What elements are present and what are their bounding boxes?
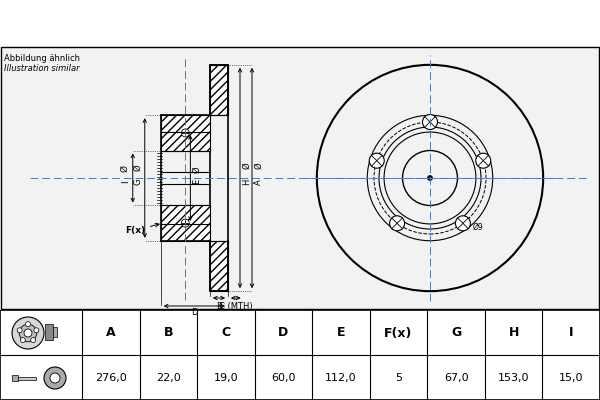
Text: H: H: [242, 179, 251, 185]
Text: 22,0: 22,0: [156, 373, 181, 383]
Bar: [53, 327, 57, 337]
Circle shape: [422, 114, 437, 130]
Text: Abbildung ähnlich: Abbildung ähnlich: [4, 54, 80, 63]
Text: 153,0: 153,0: [498, 373, 529, 383]
Text: 67,0: 67,0: [444, 373, 469, 383]
Text: D: D: [278, 326, 289, 340]
Text: B: B: [216, 302, 222, 311]
Text: Ø: Ø: [193, 167, 202, 173]
Circle shape: [20, 338, 25, 343]
Text: 5: 5: [395, 373, 402, 383]
Text: F(x): F(x): [385, 326, 413, 340]
Circle shape: [427, 176, 433, 180]
Bar: [161, 115, 210, 150]
Circle shape: [50, 373, 60, 383]
Text: A: A: [106, 326, 116, 340]
Text: F(x): F(x): [125, 223, 159, 235]
Text: 276,0: 276,0: [95, 373, 127, 383]
Text: 15,0: 15,0: [559, 373, 583, 383]
Circle shape: [476, 153, 491, 168]
Text: 19,0: 19,0: [214, 373, 238, 383]
Circle shape: [181, 219, 190, 227]
Text: Ø9: Ø9: [472, 223, 483, 232]
Text: 112,0: 112,0: [325, 373, 357, 383]
Circle shape: [24, 329, 32, 337]
Text: Illustration similar: Illustration similar: [4, 64, 80, 73]
Text: G: G: [134, 179, 143, 185]
Circle shape: [455, 216, 470, 231]
Circle shape: [25, 322, 31, 327]
Text: E: E: [193, 178, 202, 184]
Text: E: E: [337, 326, 345, 340]
Circle shape: [44, 367, 66, 389]
Circle shape: [19, 324, 37, 342]
Circle shape: [181, 129, 190, 137]
Circle shape: [369, 153, 384, 168]
Bar: [210, 65, 228, 115]
Text: Ate: Ate: [338, 151, 442, 205]
Bar: [210, 241, 228, 291]
Circle shape: [31, 338, 35, 343]
Bar: [12, 375, 18, 381]
Bar: [45, 324, 53, 340]
Bar: [18, 376, 36, 380]
Text: Ø: Ø: [254, 163, 263, 169]
Text: Ø: Ø: [134, 165, 143, 171]
Text: 24.0122-0162.1    422162: 24.0122-0162.1 422162: [150, 13, 450, 33]
Text: I: I: [569, 326, 574, 340]
Text: A: A: [254, 179, 263, 185]
Text: G: G: [451, 326, 461, 340]
Bar: [161, 206, 210, 241]
Text: C: C: [221, 326, 230, 340]
Text: I: I: [121, 181, 130, 183]
Text: B: B: [164, 326, 173, 340]
Bar: [210, 65, 228, 291]
Text: Ø: Ø: [121, 164, 130, 172]
Text: D: D: [191, 308, 197, 317]
Circle shape: [17, 328, 22, 333]
Circle shape: [12, 317, 44, 349]
Text: 60,0: 60,0: [271, 373, 296, 383]
Text: Ø: Ø: [242, 163, 251, 169]
Circle shape: [34, 328, 39, 333]
Text: H: H: [508, 326, 519, 340]
Circle shape: [389, 216, 404, 231]
Text: C (MTH): C (MTH): [219, 302, 253, 311]
